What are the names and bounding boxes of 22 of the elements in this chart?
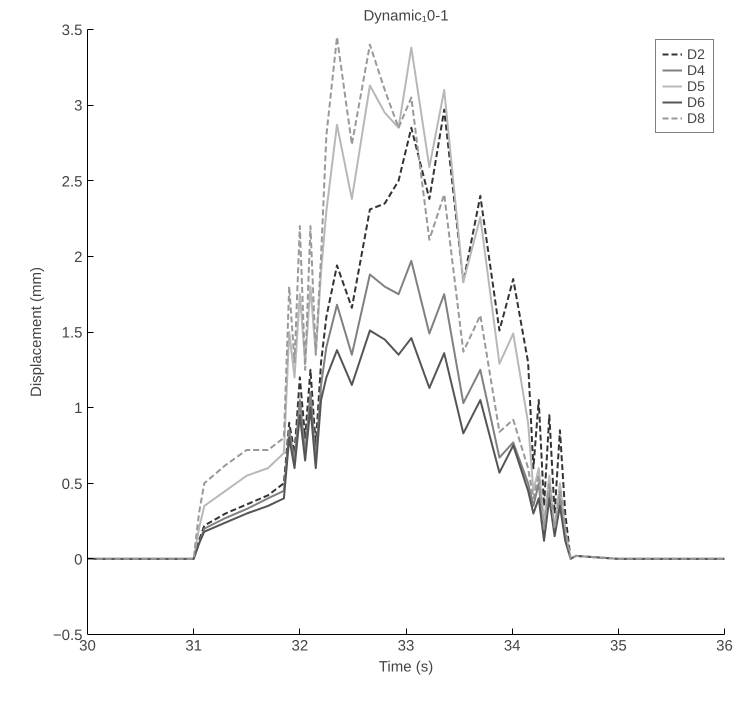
y-tick-label: 2 bbox=[74, 248, 82, 266]
y-tick-label: 0 bbox=[74, 551, 82, 568]
y-axis-title: Displacement (mm) bbox=[28, 266, 45, 398]
legend-label: D2 bbox=[687, 46, 706, 62]
legend-label: D8 bbox=[687, 110, 706, 126]
y-tick-label: 1.5 bbox=[62, 324, 83, 342]
x-tick-label: 32 bbox=[291, 638, 308, 654]
x-tick-label: 34 bbox=[504, 638, 521, 654]
legend-label: D5 bbox=[687, 78, 706, 94]
chart-title: Dynamic₁0-1 bbox=[363, 8, 449, 24]
x-tick-label: 31 bbox=[185, 638, 202, 654]
y-tick-label: 1 bbox=[74, 400, 82, 418]
x-axis-title: Time (s) bbox=[378, 658, 434, 676]
y-tick-label: 3 bbox=[74, 98, 82, 115]
y-tick-label: 2.5 bbox=[62, 173, 83, 190]
y-tick-label: 3.5 bbox=[62, 22, 83, 39]
x-tick-label: 35 bbox=[610, 638, 627, 654]
legend-label: D6 bbox=[687, 94, 706, 110]
x-tick-label: 33 bbox=[398, 638, 414, 654]
y-tick-label: 0.5 bbox=[62, 476, 83, 493]
x-tick-label: 36 bbox=[716, 638, 733, 654]
legend-label: D4 bbox=[687, 62, 706, 78]
